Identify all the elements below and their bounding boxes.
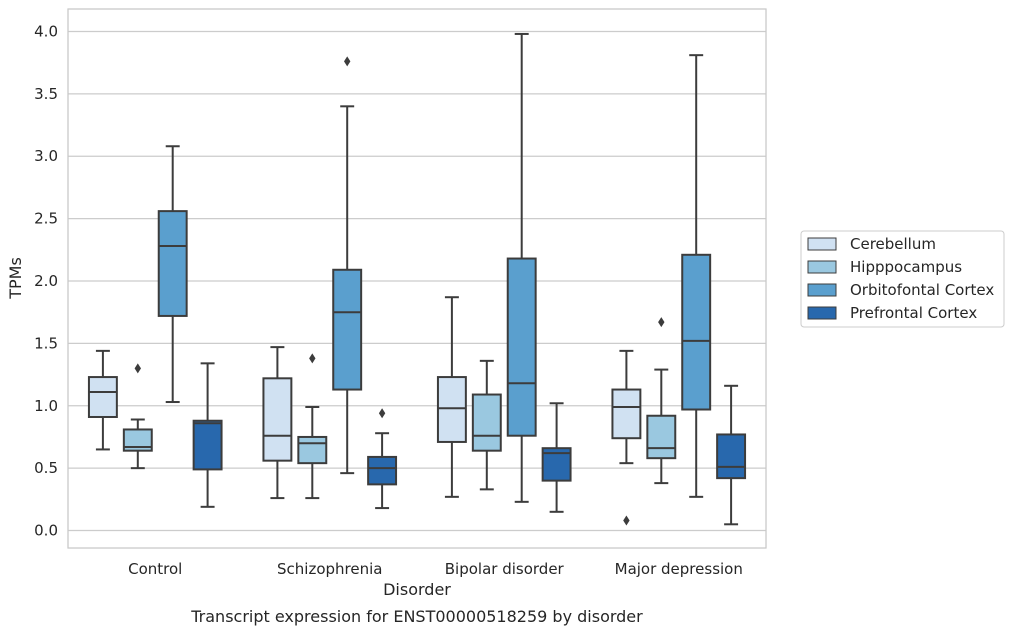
- box-hipppocampus: [297, 353, 328, 500]
- box-orbitofontal-cortex: [157, 145, 188, 404]
- gridlines: [68, 30, 766, 532]
- x-tick-label: Control: [128, 560, 182, 578]
- y-tick-label: 2.0: [34, 272, 58, 290]
- outlier-marker: [623, 515, 630, 526]
- box-body: [646, 414, 677, 460]
- y-tick-label: 2.5: [34, 210, 58, 228]
- box-body: [367, 455, 398, 486]
- y-tick-label: 3.0: [34, 147, 58, 165]
- box-orbitofontal-cortex: [506, 32, 537, 503]
- box-cerebellum: [262, 346, 293, 500]
- box-hipppocampus: [471, 359, 502, 491]
- box-prefrontal-cortex: [716, 384, 747, 526]
- outlier-marker: [309, 353, 316, 364]
- outlier-marker: [134, 363, 141, 374]
- box-groups: [87, 32, 747, 526]
- outlier-marker: [378, 408, 386, 419]
- box-body: [157, 210, 188, 317]
- box-body: [332, 268, 363, 391]
- box-body: [436, 376, 467, 443]
- y-tick-label: 0.5: [34, 459, 58, 477]
- x-axis-label: Disorder: [383, 580, 451, 599]
- box-prefrontal-cortex: [541, 402, 572, 513]
- x-tick-label: Bipolar disorder: [445, 560, 565, 578]
- box-prefrontal-cortex: [192, 362, 223, 508]
- legend-entry-label: Cerebellum: [850, 235, 936, 253]
- box-body: [192, 419, 223, 471]
- legend-frame: [800, 230, 1005, 328]
- box-body: [122, 428, 153, 452]
- box-orbitofontal-cortex: [681, 54, 712, 498]
- box-body: [262, 377, 293, 462]
- box-body: [471, 393, 502, 452]
- box-body: [716, 433, 747, 480]
- box-hipppocampus: [122, 363, 153, 470]
- box-orbitofontal-cortex: [332, 56, 363, 475]
- box-body: [611, 388, 642, 440]
- chart-caption: Transcript expression for ENST0000051825…: [190, 607, 643, 626]
- box-body: [681, 253, 712, 411]
- box-cerebellum: [87, 349, 118, 451]
- x-tick-label: Major depression: [615, 560, 743, 578]
- box-body: [87, 376, 118, 418]
- plot-frame: [67, 8, 767, 549]
- outlier-marker: [658, 317, 665, 328]
- box-hipppocampus: [646, 317, 677, 485]
- box-body: [297, 435, 328, 465]
- legend-entry-label: Orbitofontal Cortex: [850, 281, 994, 299]
- y-tick-label: 4.0: [34, 22, 58, 40]
- y-tick-label: 1.5: [34, 334, 58, 352]
- y-axis-ticks: 0.0 0.5 1.0 1.5 2.0 2.5 3.0 3.5 4.0: [34, 22, 58, 539]
- y-tick-label: 0.0: [34, 522, 58, 540]
- box-cerebellum: [611, 349, 642, 526]
- box-prefrontal-cortex: [367, 408, 398, 510]
- legend-swatch: [807, 283, 837, 297]
- legend-entry-label: Hipppocampus: [850, 258, 962, 276]
- legend-swatch: [807, 306, 837, 320]
- legend: Cerebellum Hipppocampus Orbitofontal Corte…: [800, 230, 1005, 328]
- legend-entry-label: Prefrontal Cortex: [850, 304, 977, 322]
- box-cerebellum: [436, 296, 467, 498]
- outlier-marker: [344, 56, 351, 67]
- y-axis-label: TPMs: [6, 257, 25, 300]
- y-tick-label: 3.5: [34, 85, 58, 103]
- y-tick-label: 1.0: [34, 397, 58, 415]
- x-axis-ticks: Control Schizophrenia Bipolar disorder Majo…: [128, 560, 743, 578]
- box-body: [506, 257, 537, 437]
- legend-swatch: [807, 260, 837, 274]
- legend-swatch: [807, 237, 837, 251]
- x-tick-label: Schizophrenia: [277, 560, 382, 578]
